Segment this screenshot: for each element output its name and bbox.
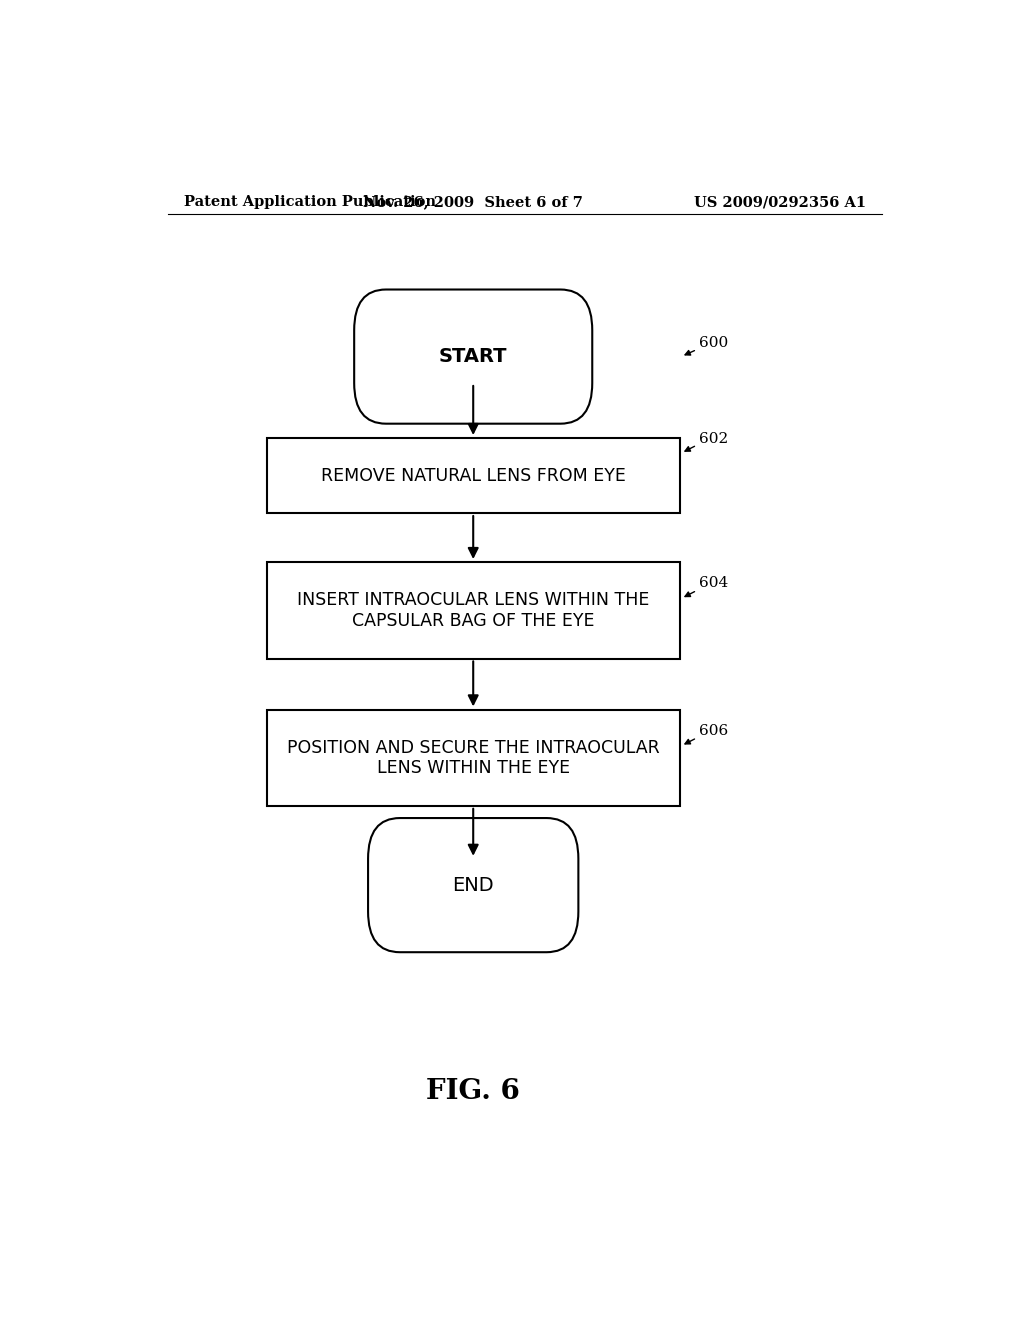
Bar bbox=[267, 562, 680, 659]
Text: POSITION AND SECURE THE INTRAOCULAR
LENS WITHIN THE EYE: POSITION AND SECURE THE INTRAOCULAR LENS… bbox=[287, 739, 659, 777]
Text: Patent Application Publication: Patent Application Publication bbox=[183, 195, 435, 209]
FancyBboxPatch shape bbox=[354, 289, 592, 424]
Text: INSERT INTRAOCULAR LENS WITHIN THE
CAPSULAR BAG OF THE EYE: INSERT INTRAOCULAR LENS WITHIN THE CAPSU… bbox=[297, 591, 649, 630]
Text: REMOVE NATURAL LENS FROM EYE: REMOVE NATURAL LENS FROM EYE bbox=[321, 466, 626, 484]
Text: US 2009/0292356 A1: US 2009/0292356 A1 bbox=[694, 195, 866, 209]
Text: START: START bbox=[439, 347, 508, 366]
Text: Nov. 26, 2009  Sheet 6 of 7: Nov. 26, 2009 Sheet 6 of 7 bbox=[364, 195, 583, 209]
FancyBboxPatch shape bbox=[368, 818, 579, 952]
Text: 600: 600 bbox=[699, 337, 729, 350]
Text: 604: 604 bbox=[699, 577, 729, 590]
Text: FIG. 6: FIG. 6 bbox=[426, 1078, 520, 1105]
Text: 602: 602 bbox=[699, 432, 729, 446]
Text: 606: 606 bbox=[699, 723, 729, 738]
Text: END: END bbox=[453, 875, 494, 895]
Bar bbox=[267, 710, 680, 807]
Bar bbox=[267, 438, 680, 512]
